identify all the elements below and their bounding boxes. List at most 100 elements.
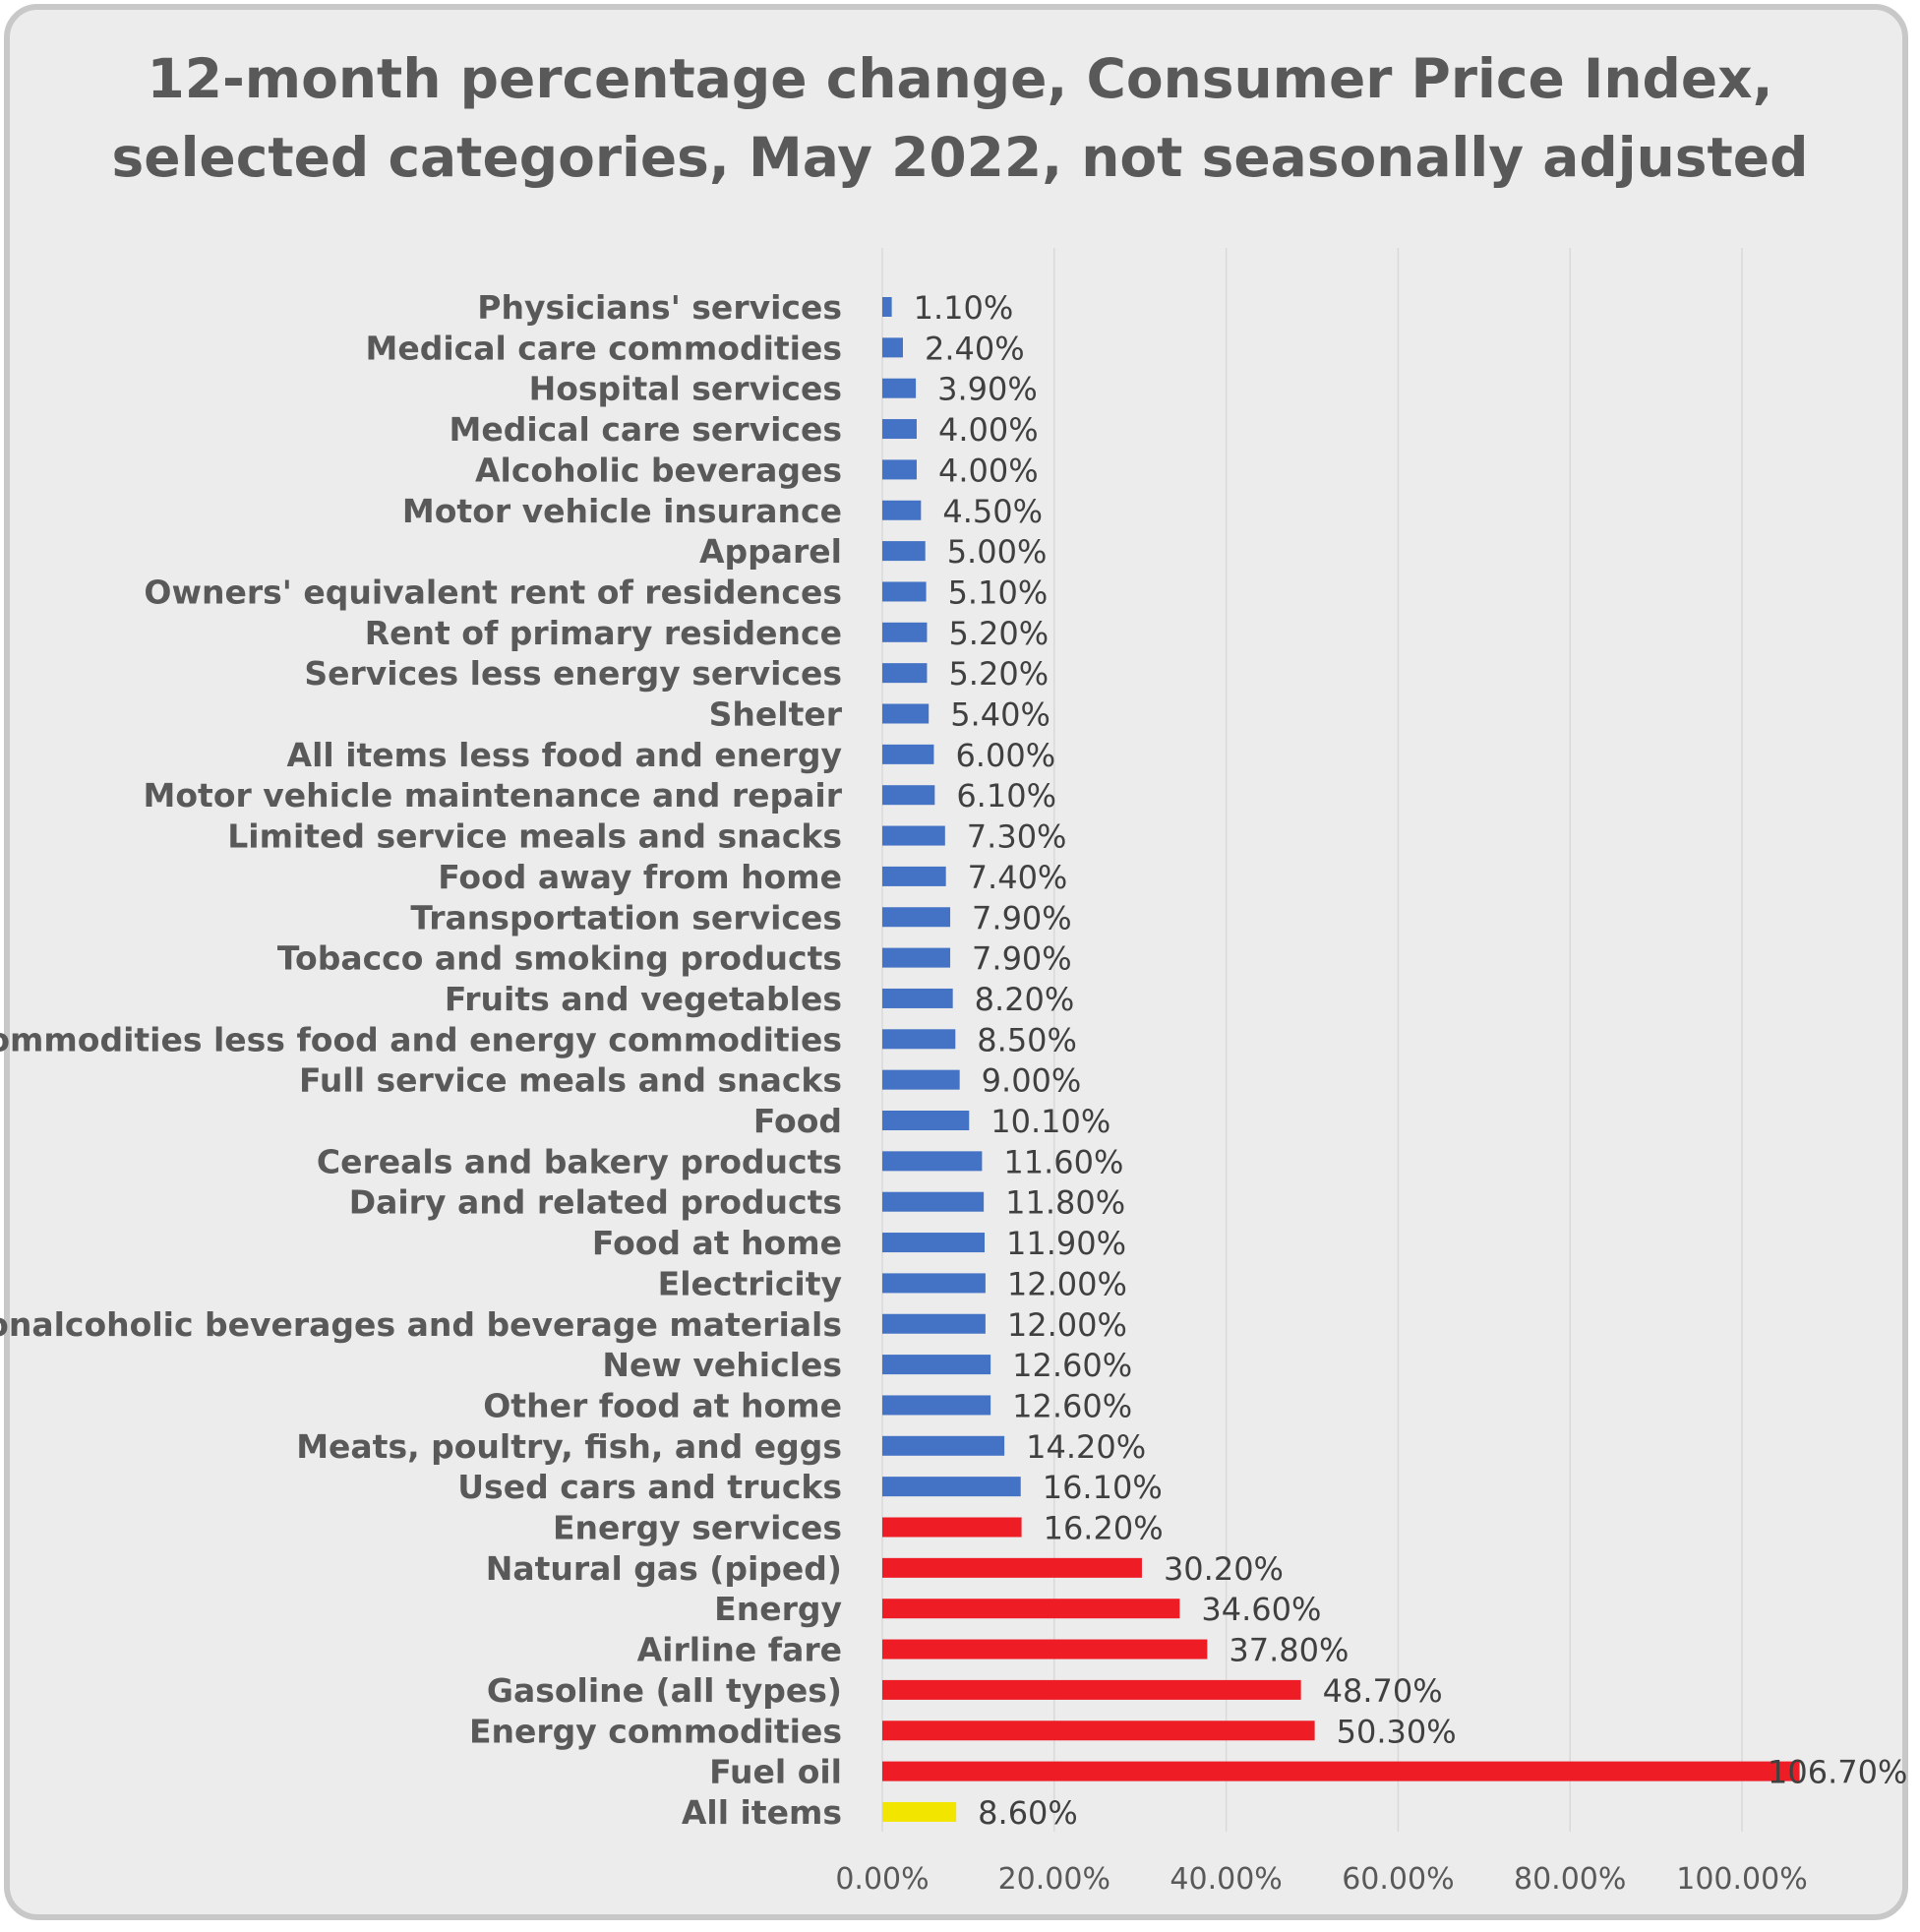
bar bbox=[882, 1517, 1022, 1538]
value-labels: 1.10%2.40%3.90%4.00%4.00%4.50%5.00%5.10%… bbox=[914, 289, 1908, 1832]
category-label: Medical care services bbox=[450, 410, 842, 449]
bar bbox=[882, 541, 926, 562]
bar bbox=[882, 1477, 1021, 1497]
data-label: 11.90% bbox=[1006, 1225, 1126, 1262]
bars bbox=[882, 297, 1800, 1822]
category-label: Dairy and related products bbox=[349, 1183, 842, 1222]
data-label: 12.00% bbox=[1007, 1306, 1127, 1344]
category-label: Energy bbox=[714, 1590, 842, 1628]
bar bbox=[882, 866, 946, 886]
data-label: 8.50% bbox=[977, 1021, 1077, 1058]
category-label: Food away from home bbox=[438, 858, 842, 896]
bar bbox=[882, 907, 951, 928]
data-label: 5.20% bbox=[948, 655, 1049, 693]
x-axis-tick-labels: 0.00% 20.00% 40.00% 60.00% 80.00% 100.00% bbox=[835, 1862, 1807, 1897]
data-label: 5.10% bbox=[948, 574, 1049, 611]
category-label: Other food at home bbox=[483, 1386, 842, 1424]
data-label: 4.50% bbox=[942, 493, 1043, 530]
bar bbox=[882, 1273, 986, 1294]
category-label: Alcoholic beverages bbox=[475, 451, 842, 489]
category-label: Limited service meals and snacks bbox=[227, 817, 842, 856]
category-label: All items bbox=[682, 1793, 842, 1832]
bar bbox=[882, 1435, 1005, 1456]
chart-title: 12-month percentage change, Consumer Pri… bbox=[0, 39, 1920, 197]
chart-title-line-1: 12-month percentage change, Consumer Pri… bbox=[147, 47, 1773, 110]
bar bbox=[882, 663, 928, 684]
category-label: Full service meals and snacks bbox=[299, 1061, 842, 1100]
data-label: 11.80% bbox=[1005, 1184, 1125, 1222]
category-label: Transportation services bbox=[410, 898, 842, 936]
category-label: Natural gas (piped) bbox=[486, 1549, 842, 1588]
data-label: 12.60% bbox=[1012, 1347, 1132, 1384]
bar bbox=[882, 419, 917, 440]
x-tick-label: 100.00% bbox=[1676, 1862, 1807, 1897]
bar bbox=[882, 1069, 960, 1090]
data-label: 48.70% bbox=[1323, 1672, 1443, 1710]
data-label: 50.30% bbox=[1337, 1713, 1457, 1750]
data-label: 12.60% bbox=[1012, 1387, 1132, 1424]
data-label: 37.80% bbox=[1229, 1632, 1349, 1669]
category-label: Physicians' services bbox=[477, 288, 842, 327]
bar bbox=[882, 1395, 991, 1416]
category-label: Owners' equivalent rent of residences bbox=[144, 573, 842, 611]
category-label: Fuel oil bbox=[709, 1753, 842, 1791]
data-label: 16.20% bbox=[1044, 1510, 1164, 1547]
data-label: 6.10% bbox=[956, 777, 1056, 815]
data-label: 12.00% bbox=[1007, 1265, 1127, 1302]
bar bbox=[882, 1355, 991, 1375]
category-label: Electricity bbox=[658, 1264, 842, 1302]
x-tick-label: 60.00% bbox=[1342, 1862, 1454, 1897]
category-label: Used cars and trucks bbox=[457, 1468, 842, 1506]
bar bbox=[882, 785, 935, 806]
bar bbox=[882, 744, 934, 764]
x-tick-label: 40.00% bbox=[1170, 1862, 1282, 1897]
bar bbox=[882, 1233, 986, 1253]
data-label: 3.90% bbox=[937, 371, 1038, 408]
data-label: 106.70% bbox=[1768, 1754, 1907, 1791]
category-label: Rent of primary residence bbox=[365, 614, 842, 652]
bar bbox=[882, 1313, 986, 1334]
category-label: Food bbox=[753, 1102, 842, 1140]
bar bbox=[882, 378, 917, 398]
data-label: 11.60% bbox=[1003, 1143, 1123, 1180]
category-label: Gasoline (all types) bbox=[487, 1671, 842, 1710]
category-label: Energy services bbox=[553, 1509, 842, 1547]
x-tick-label: 80.00% bbox=[1514, 1862, 1626, 1897]
data-label: 16.10% bbox=[1043, 1469, 1163, 1506]
data-label: 5.40% bbox=[950, 696, 1050, 734]
category-label: Services less energy services bbox=[304, 654, 842, 693]
category-label: Hospital services bbox=[529, 370, 842, 408]
category-label: Motor vehicle insurance bbox=[402, 492, 842, 530]
x-tick-label: 20.00% bbox=[998, 1862, 1110, 1897]
data-label: 2.40% bbox=[925, 330, 1025, 367]
data-label: 10.10% bbox=[990, 1103, 1110, 1140]
bar bbox=[882, 825, 945, 846]
data-label: 4.00% bbox=[938, 411, 1039, 449]
category-label: Commodities less food and energy commodi… bbox=[0, 1020, 842, 1058]
category-label: Shelter bbox=[709, 695, 843, 734]
bar bbox=[882, 1111, 970, 1130]
bar bbox=[882, 1761, 1800, 1781]
bar bbox=[882, 1721, 1315, 1741]
data-label: 7.90% bbox=[972, 899, 1072, 936]
category-label: Nonalcoholic beverages and beverage mate… bbox=[0, 1305, 842, 1344]
category-label: Energy commodities bbox=[469, 1712, 842, 1750]
category-label: Cereals and bakery products bbox=[317, 1142, 842, 1180]
bar bbox=[882, 1679, 1301, 1700]
data-label: 8.60% bbox=[978, 1794, 1078, 1832]
bar bbox=[882, 1801, 957, 1822]
bar bbox=[882, 1557, 1142, 1578]
data-label: 30.20% bbox=[1164, 1550, 1284, 1588]
category-label: New vehicles bbox=[602, 1346, 842, 1384]
category-label: Fruits and vegetables bbox=[445, 980, 842, 1018]
x-tick-label: 0.00% bbox=[835, 1862, 929, 1897]
data-label: 7.30% bbox=[967, 818, 1067, 856]
bar bbox=[882, 1191, 985, 1212]
chart-title-line-2: selected categories, May 2022, not seaso… bbox=[111, 126, 1809, 189]
bar bbox=[882, 947, 951, 968]
data-label: 7.90% bbox=[972, 940, 1072, 978]
category-label: Apparel bbox=[699, 532, 842, 571]
bar bbox=[882, 1151, 983, 1172]
data-label: 34.60% bbox=[1201, 1591, 1321, 1628]
